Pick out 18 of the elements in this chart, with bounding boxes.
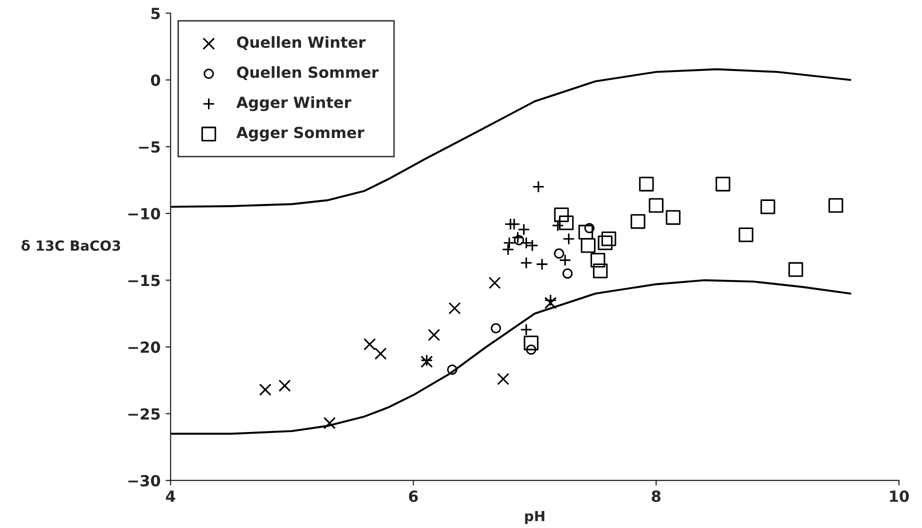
y-tick-label: −20 — [128, 341, 160, 353]
legend-label: Agger Winter — [236, 96, 352, 112]
x-tick-label: 4 — [166, 490, 176, 502]
x-tick-label: 10 — [890, 490, 909, 502]
y-tick-label: 5 — [151, 8, 160, 20]
x-tick-label: 6 — [408, 490, 418, 502]
y-tick-label: −10 — [128, 208, 160, 220]
x-tick-label: 8 — [652, 490, 661, 502]
y-tick-label: −5 — [139, 141, 160, 153]
y-tick-label: 0 — [150, 74, 160, 86]
y-tick-label: −25 — [128, 408, 160, 420]
y-tick-label: −15 — [128, 274, 160, 286]
x-axis-title: pH — [525, 510, 544, 524]
legend-label: Quellen Sommer — [237, 66, 379, 80]
y-tick-label: −30 — [128, 474, 160, 486]
legend-label: Quellen Winter — [237, 36, 366, 50]
legend-label: Agger Sommer — [236, 126, 364, 142]
y-axis-title: δ 13C BaCO3 — [21, 240, 120, 251]
